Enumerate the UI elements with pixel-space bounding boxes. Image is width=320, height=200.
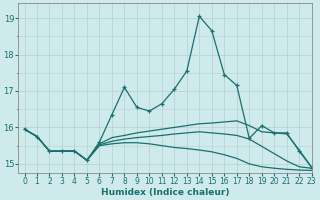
X-axis label: Humidex (Indice chaleur): Humidex (Indice chaleur) bbox=[101, 188, 229, 197]
